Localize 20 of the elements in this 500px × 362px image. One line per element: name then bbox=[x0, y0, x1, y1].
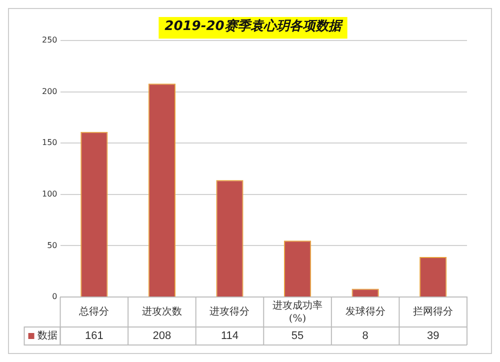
x-tick-label: 拦网得分 bbox=[413, 306, 454, 318]
data-label: 39 bbox=[426, 330, 440, 342]
y-tick-label: 200 bbox=[42, 86, 58, 96]
y-tick-label: 0 bbox=[52, 292, 58, 302]
data-label: 114 bbox=[220, 330, 239, 342]
data-label: 8 bbox=[362, 330, 368, 342]
y-tick-label: 250 bbox=[42, 36, 58, 45]
x-tick-label: 进攻得分 bbox=[210, 306, 250, 318]
x-tick-label: 发球得分 bbox=[345, 306, 386, 318]
data-label: 161 bbox=[84, 330, 104, 342]
x-tick-label: 进攻次数 bbox=[142, 306, 182, 318]
data-label: 55 bbox=[291, 330, 304, 342]
x-tick-label: 进攻成功率(%) bbox=[272, 300, 323, 325]
y-tick-label: 50 bbox=[47, 240, 58, 250]
legend-label: 数据 bbox=[37, 330, 58, 342]
x-tick-label: 总得分 bbox=[78, 306, 110, 318]
data-label: 208 bbox=[152, 330, 172, 342]
y-tick-label: 150 bbox=[42, 138, 58, 148]
chart-title: 2019-20赛季袁心玥各项数据 bbox=[164, 18, 344, 34]
y-tick-label: 100 bbox=[42, 190, 58, 199]
